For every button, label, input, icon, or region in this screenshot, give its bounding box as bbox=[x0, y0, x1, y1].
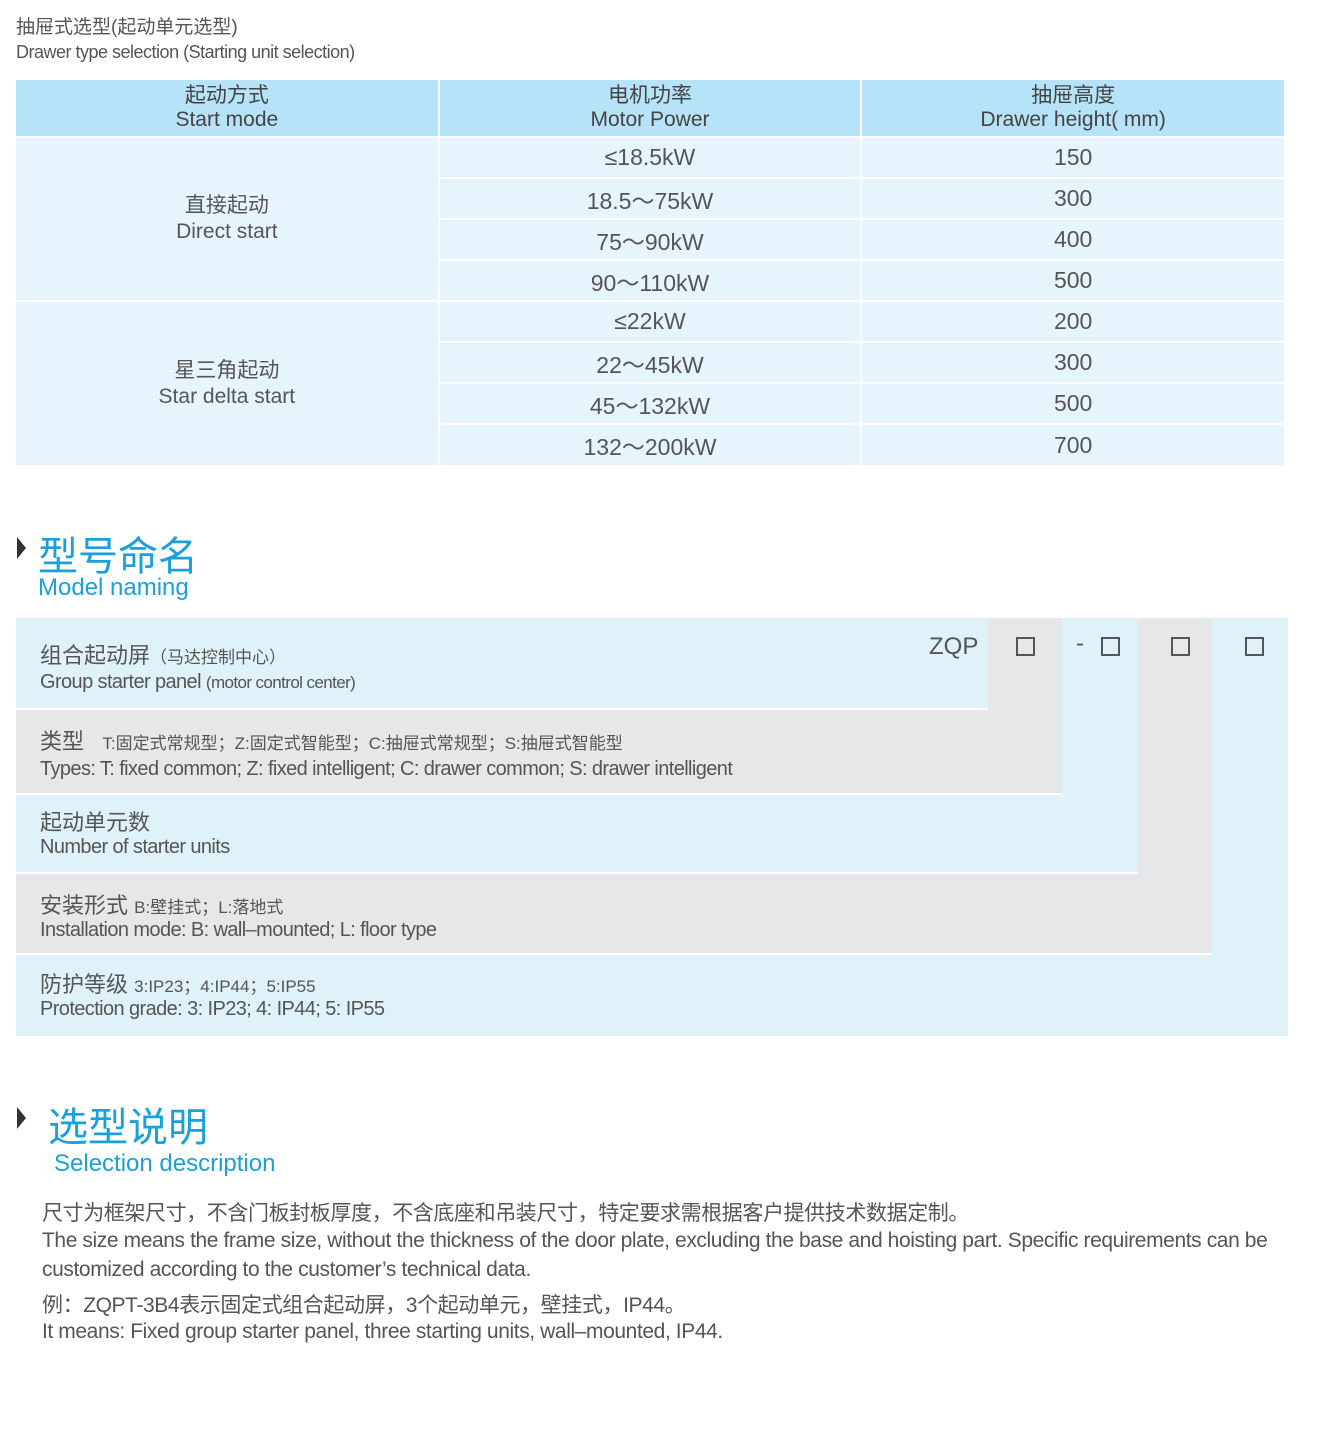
power-cell: 132～200kW bbox=[438, 423, 863, 465]
mode-en: Star delta start bbox=[158, 384, 296, 408]
height-cell: 150 bbox=[861, 136, 1284, 178]
mode-cn: 直接起动 bbox=[184, 194, 269, 217]
header-en: Motor Power bbox=[590, 108, 710, 131]
section-title-en: Drawer type selection (Starting unit sel… bbox=[16, 42, 355, 62]
desc-line: 例：ZQPT-3B4表示固定式组合起动屏，3个起动单元，壁挂式，IP44。 bbox=[42, 1294, 686, 1317]
height-cell: 300 bbox=[861, 177, 1284, 219]
column-header: 抽屉高度 Drawer height( mm) bbox=[861, 80, 1284, 137]
header-cn: 电机功率 bbox=[607, 84, 692, 107]
row-en: Installation mode: B: wall–mounted; L: f… bbox=[40, 919, 437, 941]
column-header: 起动方式 Start mode bbox=[16, 80, 440, 137]
table-row: 45～132kW 500 bbox=[16, 382, 1284, 424]
model-naming-subtitle: Model naming bbox=[38, 574, 189, 601]
power-cell: ≤18.5kW bbox=[438, 136, 863, 178]
selection-title: 选型说明 bbox=[48, 1106, 208, 1150]
header-en: Drawer height( mm) bbox=[980, 108, 1166, 131]
row-cn: 组合起动屏（马达控制中心） bbox=[40, 643, 287, 668]
header-cn: 抽屉高度 bbox=[1031, 84, 1116, 107]
naming-row-protection: 防护等级 3:IP23；4:IP44；5:IP55 Protection gra… bbox=[16, 955, 1288, 1036]
header-cn: 起动方式 bbox=[184, 84, 269, 107]
start-mode-cell: 直接起动 Direct start bbox=[16, 136, 440, 301]
code-box-install bbox=[1171, 637, 1190, 656]
naming-row-units: 起动单元数 Number of starter units bbox=[16, 795, 1137, 872]
table-row: 90～110kW 500 bbox=[16, 259, 1284, 301]
triangle-bullet-icon bbox=[17, 1107, 26, 1129]
power-cell: 75～90kW bbox=[438, 218, 863, 260]
height-cell: 500 bbox=[861, 382, 1284, 424]
row-en: Group starter panel (motor control cente… bbox=[40, 671, 356, 693]
height-cell: 400 bbox=[861, 218, 1284, 260]
row-en: Types: T: fixed common; Z: fixed intelli… bbox=[40, 758, 733, 780]
desc-line: 尺寸为框架尺寸，不含门板封板厚度，不含底座和吊装尺寸，特定要求需根据客户提供技术… bbox=[42, 1202, 969, 1225]
table-row: 星三角起动 Star delta start ≤22kW 200 bbox=[16, 300, 1284, 465]
header-en: Start mode bbox=[175, 108, 279, 131]
desc-line: customized according to the customer’s t… bbox=[42, 1258, 531, 1281]
drawer-selection-table: 起动方式 Start mode 电机功率 Motor Power 抽屉高度 Drawe… bbox=[16, 80, 1284, 465]
height-cell: 500 bbox=[861, 259, 1284, 301]
code-box-type bbox=[1016, 637, 1035, 656]
height-cell: 700 bbox=[861, 423, 1284, 465]
section-title-cn: 抽屉式选型(起动单元选型) bbox=[16, 17, 238, 38]
table-row: 132～200kW 700 bbox=[16, 423, 1284, 465]
row-en: Protection grade: 3: IP23; 4: IP44; 5: I… bbox=[40, 998, 385, 1020]
power-cell: 45～132kW bbox=[438, 382, 863, 424]
naming-row-install: 安装形式 B:壁挂式；L:落地式 Installation mode: B: w… bbox=[16, 874, 1212, 953]
table-row: 22～45kW 300 bbox=[16, 341, 1284, 383]
table-row: 75～90kW 400 bbox=[16, 218, 1284, 260]
model-prefix: ZQP bbox=[929, 633, 979, 660]
height-cell: 300 bbox=[861, 341, 1284, 383]
column-header: 电机功率 Motor Power bbox=[438, 80, 863, 137]
height-cell: 200 bbox=[861, 300, 1284, 342]
table-row: 直接起动 Direct start ≤18.5kW 150 bbox=[16, 136, 1284, 301]
power-cell: 22～45kW bbox=[438, 341, 863, 383]
mode-cn: 星三角起动 bbox=[174, 358, 280, 382]
code-box-units bbox=[1101, 637, 1120, 656]
row-cn: 安装形式 B:壁挂式；L:落地式 bbox=[40, 893, 284, 918]
selection-subtitle: Selection description bbox=[54, 1150, 276, 1177]
triangle-bullet-icon bbox=[17, 537, 26, 559]
power-cell: ≤22kW bbox=[438, 300, 863, 342]
mode-en: Direct start bbox=[176, 220, 278, 243]
model-naming-title: 型号命名 bbox=[38, 535, 198, 579]
power-cell: 90～110kW bbox=[438, 259, 863, 301]
naming-row-panel: 组合起动屏（马达控制中心） Group starter panel (motor… bbox=[16, 618, 988, 708]
desc-line: It means: Fixed group starter panel, thr… bbox=[42, 1320, 723, 1343]
table-header: 起动方式 Start mode 电机功率 Motor Power 抽屉高度 Drawe… bbox=[16, 80, 1284, 137]
row-cn: 类型 T:固定式常规型；Z:固定式智能型；C:抽屉式常规型；S:抽屉式智能型 bbox=[40, 729, 623, 754]
desc-line: The size means the frame size, without t… bbox=[42, 1229, 1268, 1252]
row-en: Number of starter units bbox=[40, 836, 230, 858]
start-mode-cell: 星三角起动 Star delta start bbox=[16, 300, 440, 465]
power-cell: 18.5～75kW bbox=[438, 177, 863, 219]
row-cn: 起动单元数 bbox=[40, 810, 151, 835]
code-box-protection bbox=[1245, 637, 1264, 656]
row-cn: 防护等级 3:IP23；4:IP44；5:IP55 bbox=[40, 972, 316, 997]
naming-row-type: 类型 T:固定式常规型；Z:固定式智能型；C:抽屉式常规型；S:抽屉式智能型 T… bbox=[16, 710, 1062, 793]
table-row: 18.5～75kW 300 bbox=[16, 177, 1284, 219]
model-dash: - bbox=[1076, 630, 1084, 657]
